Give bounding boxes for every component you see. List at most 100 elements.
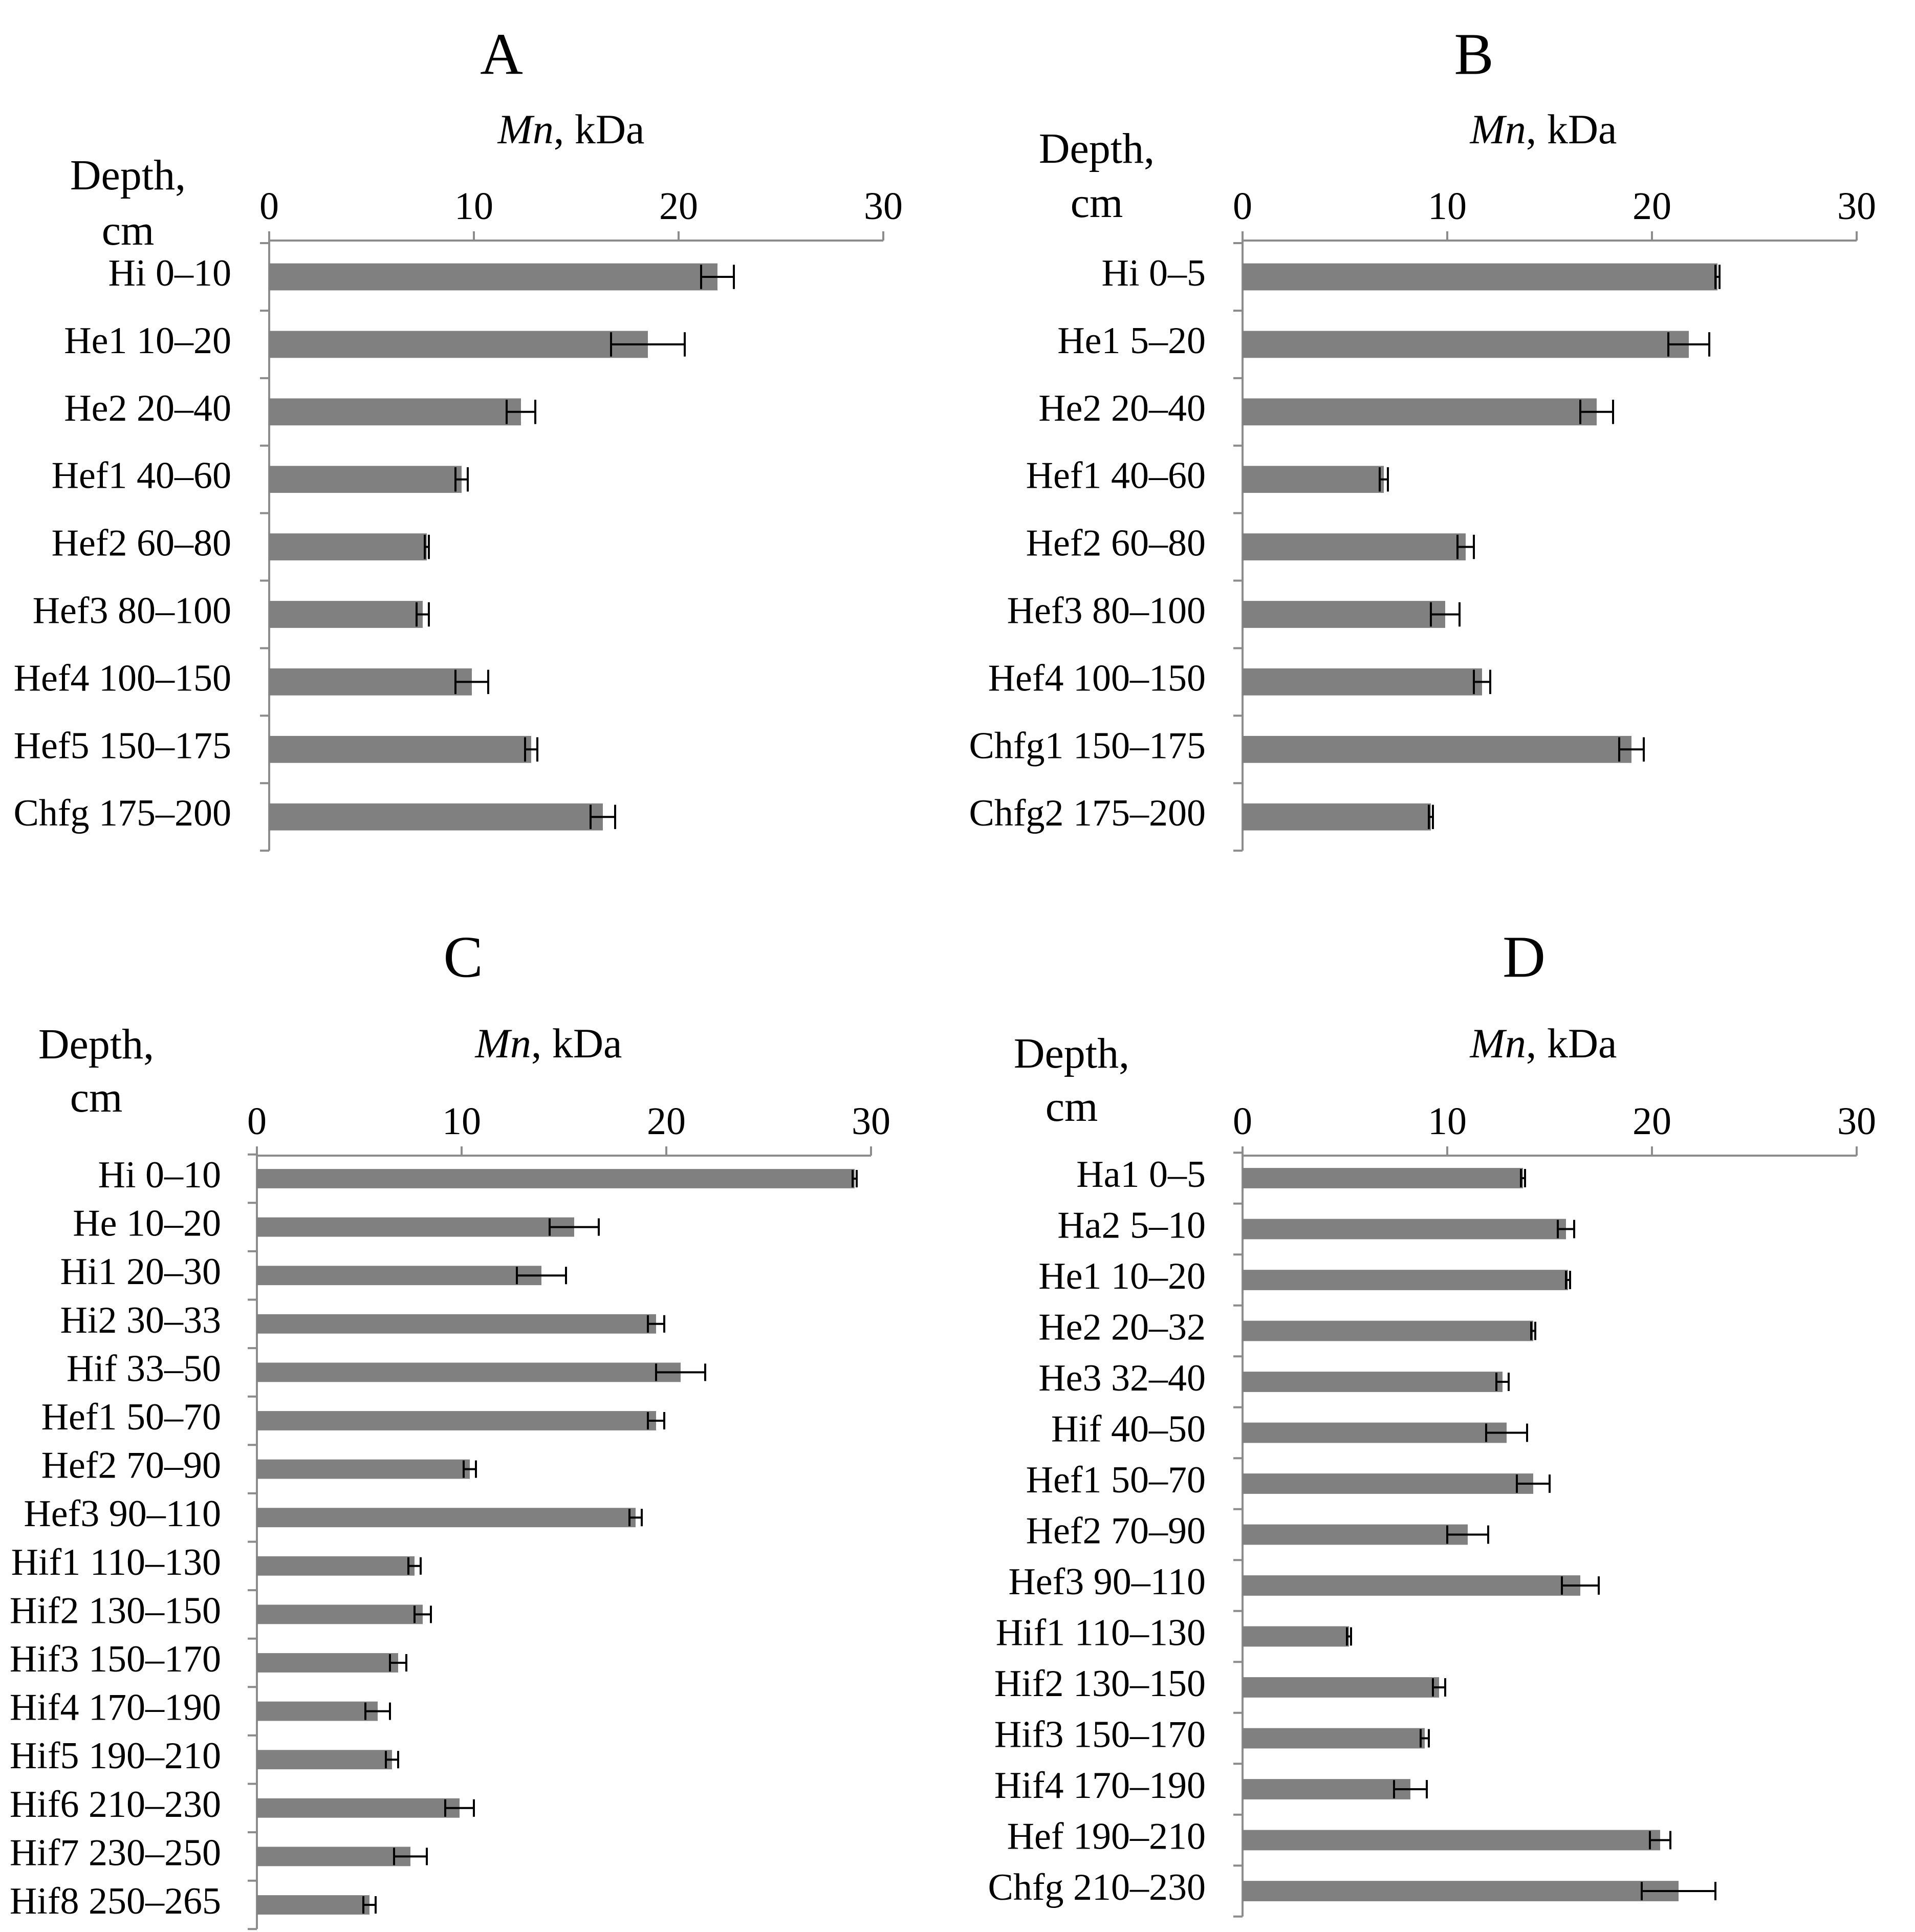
bar [1243, 1524, 1468, 1545]
category-label: Hef4 100–150 [14, 657, 231, 699]
category-label: Hi 0–10 [108, 252, 232, 294]
bar [257, 1362, 681, 1382]
x-tick-label: 0 [1233, 185, 1252, 228]
bar [1243, 803, 1431, 831]
error-bar [454, 669, 489, 694]
error-bar [1485, 1423, 1528, 1442]
x-tick-label: 10 [454, 185, 493, 228]
bar [1243, 668, 1482, 696]
panel-letter: C [443, 925, 483, 990]
category-label: Hef1 50–70 [1026, 1459, 1206, 1501]
category-label: Ha2 5–10 [1057, 1204, 1206, 1246]
error-bar [364, 1702, 391, 1720]
bar [269, 668, 472, 696]
category-label: Hif2 130–150 [994, 1663, 1206, 1705]
x-tick-label: 30 [1837, 1100, 1876, 1143]
category-label: Hif1 110–130 [996, 1612, 1206, 1654]
x-axis-title-units: , kDa [554, 106, 645, 153]
bar [257, 1217, 574, 1237]
bar [257, 1556, 415, 1576]
error-bar [1432, 1678, 1446, 1697]
category-label: He1 5–20 [1057, 320, 1206, 362]
category-label: Hif3 150–170 [994, 1713, 1206, 1755]
bar [257, 1604, 423, 1624]
bar [1243, 1270, 1568, 1290]
x-tick-label: 0 [1233, 1100, 1252, 1143]
bar [1243, 1881, 1679, 1901]
error-bar [1649, 1831, 1671, 1850]
bar [1243, 1830, 1660, 1851]
category-label: He1 10–20 [64, 320, 231, 362]
category-label: Hef2 70–90 [1026, 1510, 1206, 1552]
x-tick-label: 20 [1633, 185, 1671, 228]
bar [269, 803, 603, 831]
category-label: Ha1 0–5 [1076, 1154, 1206, 1196]
category-label: He1 10–20 [1038, 1255, 1206, 1297]
x-axis-title: Mn, kDa [497, 106, 645, 153]
category-label: Hef4 100–150 [988, 657, 1206, 699]
bar [1243, 263, 1717, 291]
x-tick-label: 20 [659, 185, 698, 228]
error-bar [1420, 1729, 1430, 1748]
category-label: Chfg1 150–175 [969, 725, 1206, 767]
error-bar [362, 1896, 377, 1914]
bar [1243, 1473, 1533, 1494]
category-label: He2 20–40 [1038, 387, 1206, 429]
x-tick-label: 0 [247, 1100, 267, 1143]
error-bar [1495, 1373, 1510, 1391]
error-bar [1379, 467, 1389, 492]
category-label: Hef3 80–100 [33, 590, 231, 632]
error-bar [549, 1218, 600, 1236]
error-bar [1579, 400, 1614, 424]
category-label: Hef3 80–100 [1007, 590, 1206, 632]
bar [1243, 735, 1631, 763]
x-tick-label: 30 [1837, 185, 1876, 228]
bar [1243, 1320, 1533, 1341]
bar [269, 398, 521, 426]
bar [1243, 1779, 1410, 1799]
y-axis-title-line: cm [1071, 179, 1123, 227]
bar [1243, 1372, 1503, 1392]
y-axis-title-line: Depth, [1014, 1030, 1129, 1077]
x-tick-label: 20 [1633, 1100, 1671, 1143]
category-label: He2 20–40 [64, 387, 231, 429]
error-bar [524, 737, 538, 762]
category-label: Hi 0–10 [98, 1154, 222, 1196]
error-bar [647, 1315, 665, 1333]
bar [257, 1508, 636, 1528]
error-bar [389, 1654, 407, 1672]
error-bar [1641, 1882, 1716, 1900]
category-label: Hif8 250–265 [10, 1880, 221, 1922]
error-bar [407, 1557, 422, 1575]
chart-panel-A: A Mn, kDa Depth, cm 0 10 20 30 Hi 0–10 He1 10–20 H… [14, 22, 903, 852]
category-label: Hif4 170–190 [10, 1687, 221, 1729]
bar [257, 1266, 541, 1286]
category-label: He2 20–32 [1038, 1306, 1206, 1348]
error-bar [647, 1412, 665, 1430]
error-bar [1561, 1576, 1600, 1595]
x-axis-title-units: , kDa [1526, 1020, 1617, 1067]
category-label: Hef2 60–80 [52, 523, 231, 565]
x-axis-title-units: , kDa [1526, 106, 1617, 153]
error-bar [1557, 1220, 1575, 1239]
x-axis-title-units: , kDa [531, 1020, 622, 1067]
category-label: He 10–20 [73, 1203, 221, 1245]
error-bar [852, 1169, 858, 1188]
category-label: Hi 0–5 [1102, 252, 1206, 294]
bar [1243, 1626, 1349, 1647]
error-bar [1618, 737, 1645, 762]
error-bar [463, 1460, 477, 1478]
category-label: Hif 33–50 [67, 1348, 221, 1390]
bar [1243, 1575, 1580, 1596]
x-axis-title: Mn, kDa [475, 1020, 622, 1067]
category-label: Hef1 40–60 [1026, 455, 1206, 497]
y-axis-title-line: cm [102, 207, 155, 254]
bar [257, 1314, 656, 1334]
bar [257, 1459, 470, 1479]
x-tick-label: 30 [864, 185, 903, 228]
error-bar [454, 467, 469, 492]
category-label: Hif1 110–130 [11, 1542, 221, 1583]
y-axis-title-line: Depth, [38, 1021, 154, 1068]
x-axis-title-symbol: Mn [497, 106, 554, 153]
